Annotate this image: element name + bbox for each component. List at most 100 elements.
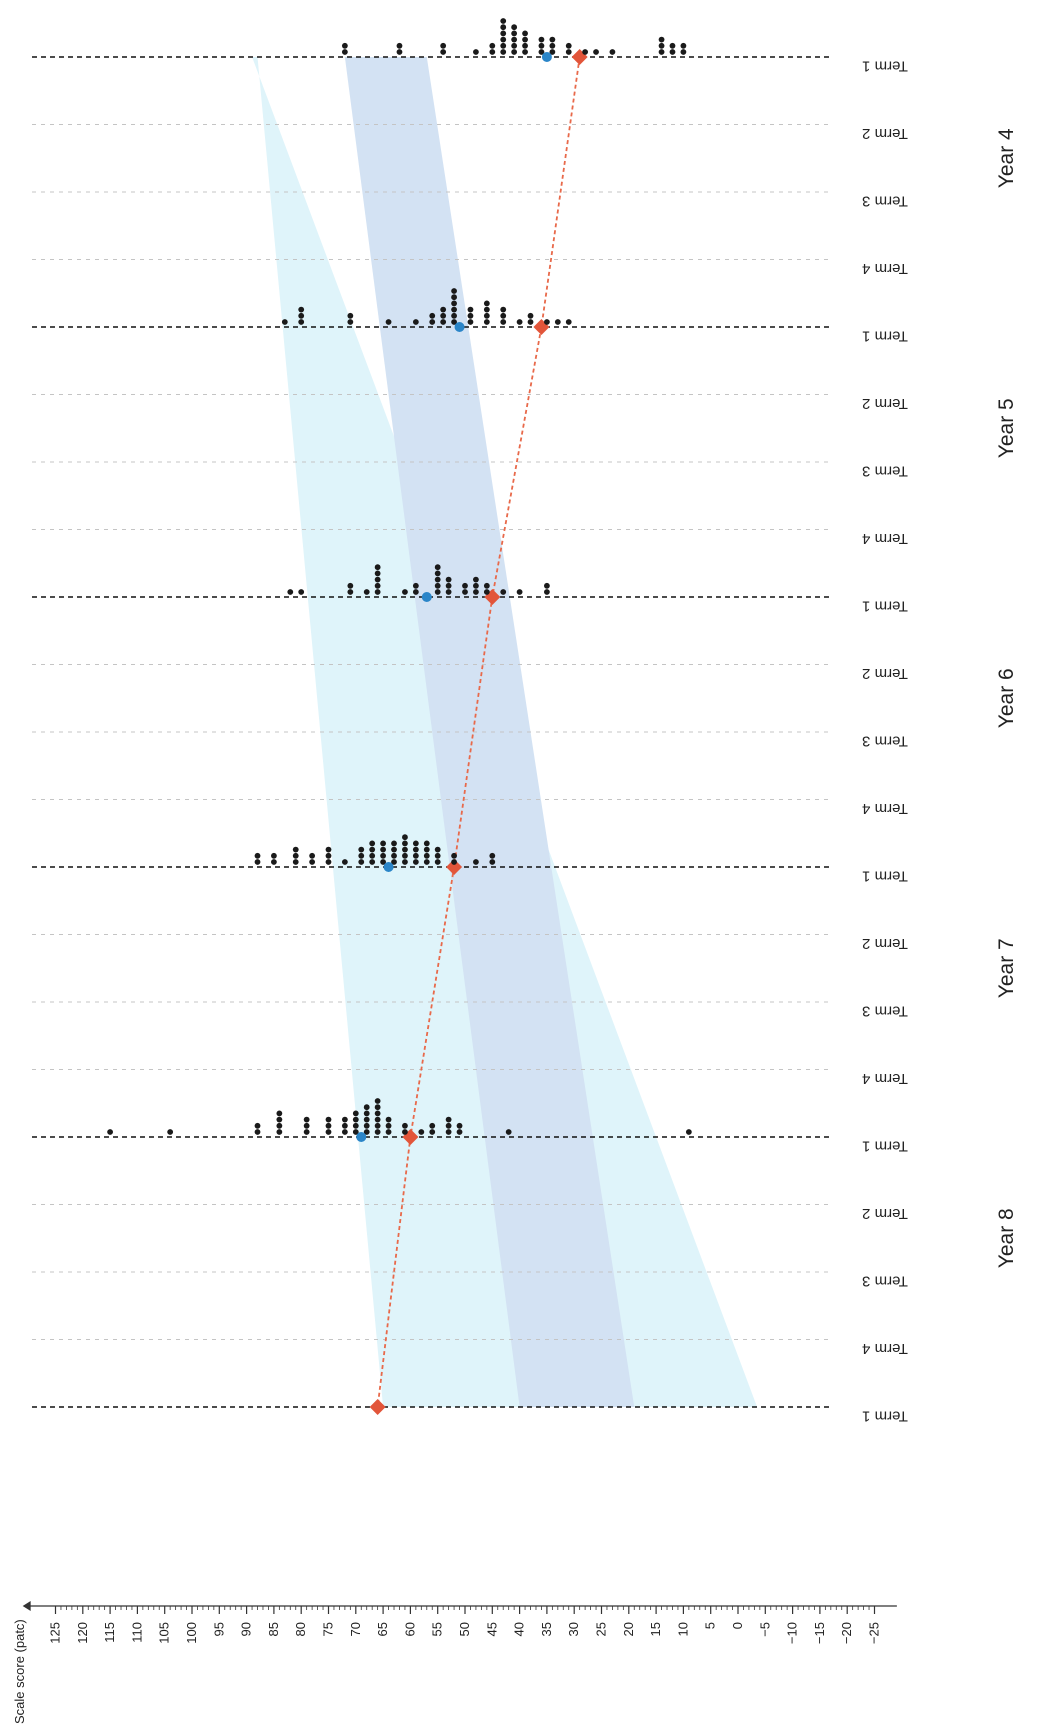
student-score-dot [254, 1129, 261, 1135]
student-score-dot [434, 846, 441, 853]
student-score-dot [462, 589, 468, 595]
student-score-dot [511, 30, 518, 37]
student-score-dot [374, 570, 381, 577]
student-score-dot [271, 852, 277, 859]
student-score-dot [451, 319, 457, 325]
student-score-dot [451, 300, 457, 307]
score-tick-label: 95 [211, 1622, 226, 1636]
student-score-dot [511, 42, 518, 49]
year-label: Year 7 [995, 938, 1018, 998]
term-label: Term 2 [862, 125, 908, 142]
student-score-dot [254, 859, 261, 865]
student-score-dot [685, 1129, 692, 1135]
student-score-dot [516, 319, 523, 325]
student-score-dot [522, 49, 528, 55]
student-score-dot [500, 42, 507, 49]
student-score-dot [298, 589, 305, 595]
score-tick-label: 105 [157, 1622, 172, 1644]
student-score-dot [511, 36, 518, 43]
student-score-dot [500, 30, 507, 37]
student-score-dot [489, 42, 496, 49]
student-score-dot [303, 1116, 310, 1123]
student-score-dot [473, 582, 479, 589]
term-label: Term 4 [862, 1070, 908, 1087]
student-score-dot [429, 312, 436, 319]
score-tick-label: 50 [457, 1622, 472, 1636]
student-score-dot [369, 859, 376, 865]
student-score-dot [402, 840, 408, 847]
term-label: Term 1 [862, 328, 908, 345]
student-score-dot [505, 1129, 512, 1135]
group-mean-dot [356, 1132, 367, 1142]
student-score-dot [549, 36, 556, 43]
student-score-dot [544, 582, 550, 589]
score-tick-label: 40 [512, 1622, 527, 1636]
student-score-dot [380, 846, 386, 853]
term-label: Term 4 [862, 800, 908, 817]
term-label: Term 3 [862, 463, 908, 480]
term-label: Term 3 [862, 1003, 908, 1020]
student-score-dot [456, 1129, 463, 1135]
student-score-dot [500, 18, 507, 24]
student-score-dot [516, 589, 523, 595]
student-score-dot [434, 859, 441, 865]
student-score-dot [412, 859, 419, 865]
student-score-dot [483, 306, 490, 313]
student-score-dot [429, 319, 436, 325]
student-score-dot [298, 306, 305, 313]
student-score-dot [325, 1129, 332, 1135]
score-tick-label: 115 [102, 1622, 117, 1643]
student-score-dot [451, 312, 457, 319]
term-label: Term 4 [862, 1340, 908, 1357]
student-score-dot [402, 846, 408, 853]
student-score-dot [565, 42, 572, 49]
student-score-dot [402, 859, 408, 865]
student-score-dot [276, 1116, 283, 1123]
student-score-dot [680, 49, 687, 55]
year-label: Year 4 [995, 128, 1018, 188]
student-score-dot [538, 36, 545, 43]
student-score-dot [467, 306, 474, 313]
student-score-dot [352, 1116, 359, 1123]
student-score-dot [511, 24, 518, 31]
student-score-dot [451, 306, 457, 313]
norm-marker [369, 1399, 386, 1415]
student-score-dot [341, 859, 348, 865]
group-mean-dot [454, 322, 465, 332]
student-score-dot [325, 852, 332, 859]
student-score-dot [412, 852, 419, 859]
student-score-dot [423, 840, 430, 847]
student-score-dot [347, 319, 354, 325]
score-tick-label: 45 [484, 1622, 499, 1636]
student-score-dot [303, 1129, 310, 1135]
group-mean-layer [356, 52, 552, 1142]
student-score-dot [341, 42, 348, 49]
score-tick-label: 100 [184, 1622, 199, 1644]
group-mean-dot [421, 592, 432, 602]
student-score-dot [669, 42, 676, 49]
term-label: Term 2 [862, 935, 908, 952]
student-score-dot [363, 1104, 370, 1111]
norm-marker [446, 859, 463, 875]
student-score-dot [167, 1129, 174, 1135]
student-score-dot [374, 582, 381, 589]
student-score-dot [347, 582, 354, 589]
student-score-dot [434, 582, 441, 589]
student-score-dot [341, 1122, 348, 1129]
student-score-dot [276, 1110, 283, 1117]
student-score-dot [440, 306, 447, 313]
student-score-dot [402, 834, 408, 841]
student-score-dot [527, 312, 534, 319]
student-score-dot [680, 42, 687, 49]
time-axis-labels: Term 1 Term 2 Term 3 Term 4 Term 1 Term 2 Term… [862, 58, 1018, 1425]
student-score-dot [363, 1129, 370, 1135]
student-score-dot [489, 852, 496, 859]
student-score-dot [423, 846, 430, 853]
student-score-dot [467, 312, 474, 319]
student-score-dot [434, 576, 441, 583]
student-score-dot [412, 582, 419, 589]
student-score-dot [429, 1122, 436, 1129]
student-score-dot [423, 859, 430, 865]
student-score-dot [391, 852, 397, 859]
student-score-dot [254, 1122, 261, 1129]
